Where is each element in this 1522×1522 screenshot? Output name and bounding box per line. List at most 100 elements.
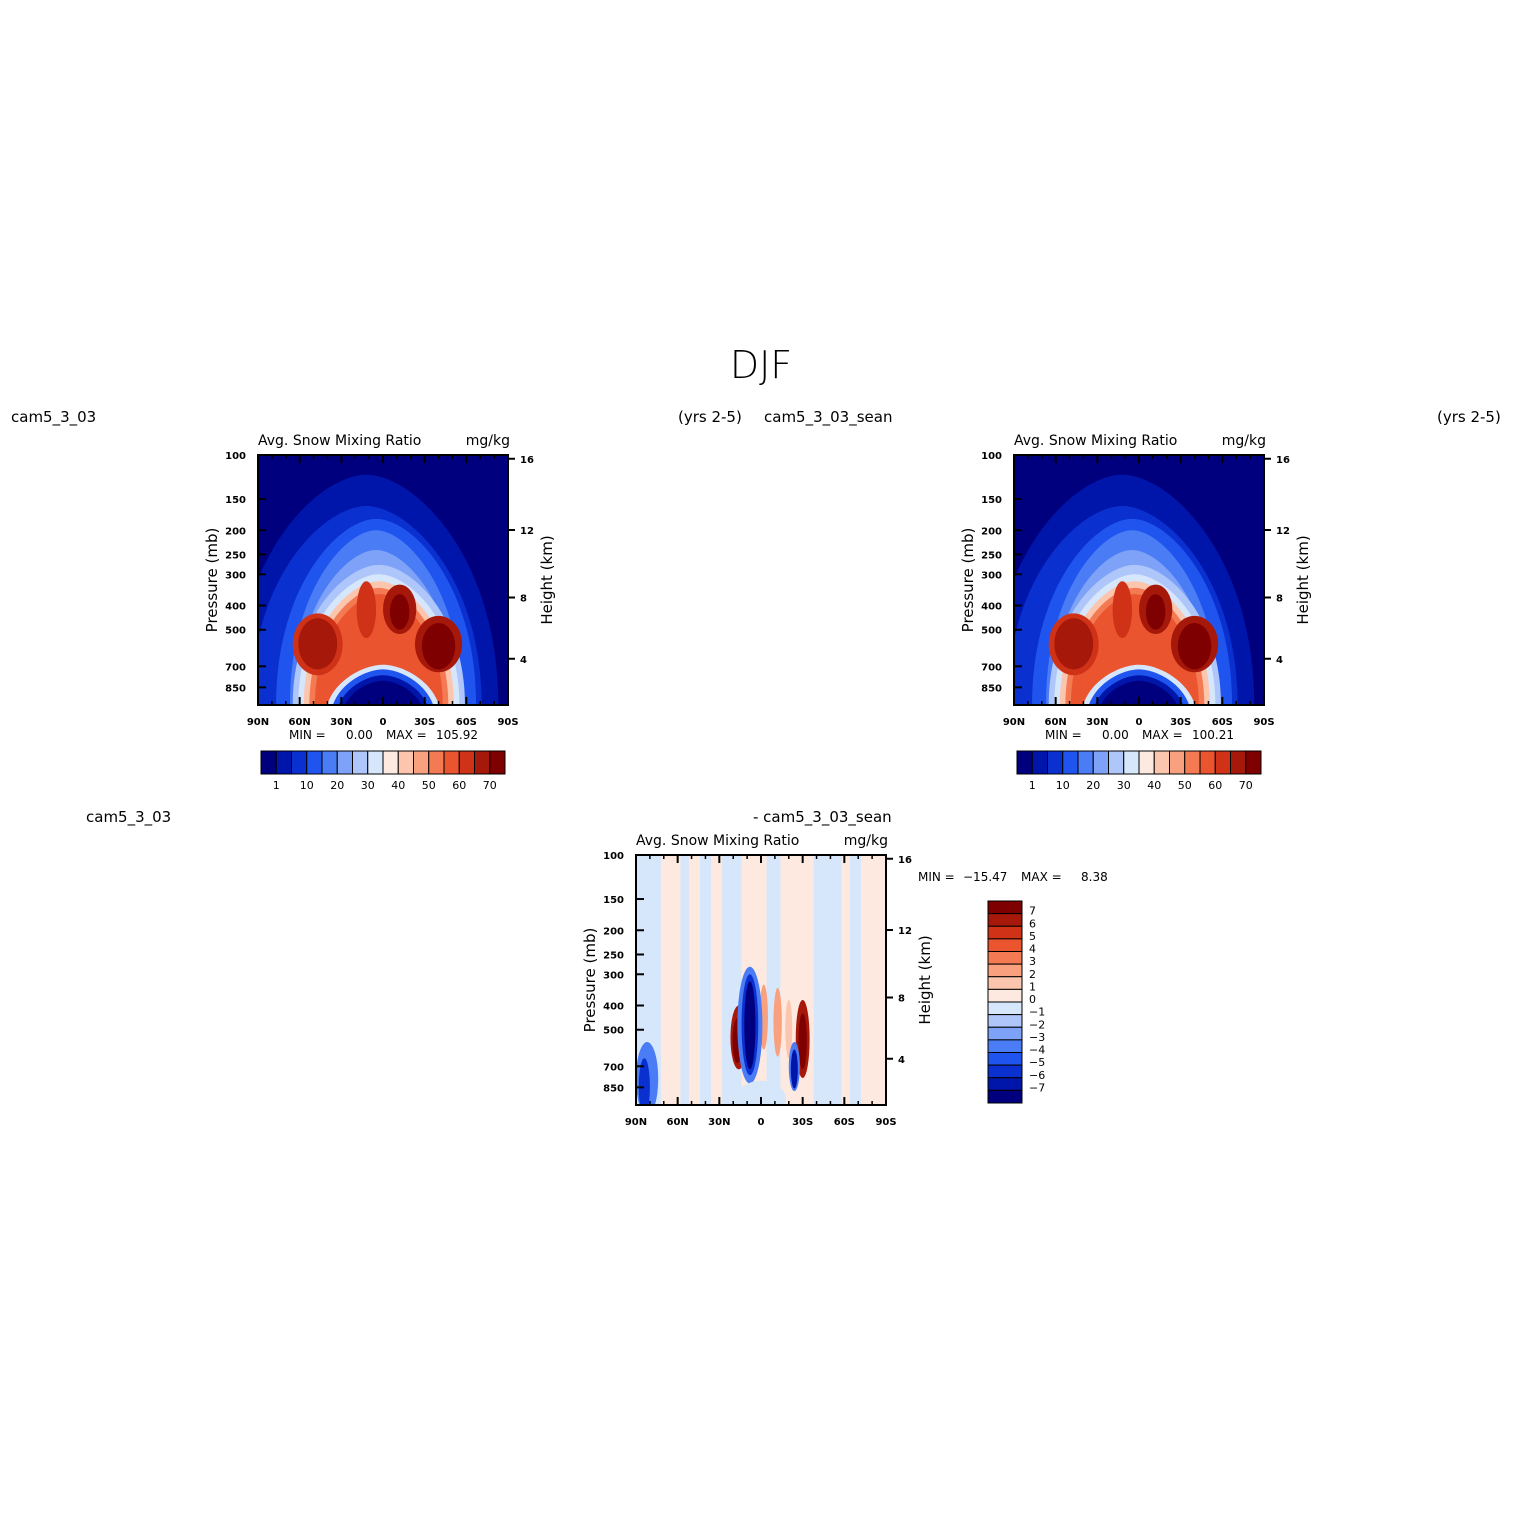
panel-b-xtick-label-5: 60S [1212, 717, 1233, 728]
panel-diff-xtick-label-4: 30S [792, 1117, 813, 1128]
panel-a-colorbar-box-7 [367, 750, 384, 775]
panel-a-min-label: MIN = [289, 728, 326, 742]
panel-diff-colorbar-box-15 [987, 1089, 1023, 1104]
panel-a-contour-tropics-2 [389, 594, 410, 630]
panel-diff-colorbar-label-2: 5 [1029, 930, 1036, 943]
panel-a-colorbar-box-11 [428, 750, 445, 775]
panel-b-xtick-label-1: 60N [1045, 717, 1067, 728]
panel-b-ytick-label-1: 150 [981, 495, 1002, 506]
panel-a-min-value: 0.00 [346, 728, 373, 742]
panel-diff-band-6 [849, 855, 861, 1105]
panel-diff-colorbar-box-13 [987, 1064, 1023, 1079]
panel-b-xtick-label-6: 90S [1253, 717, 1274, 728]
panel-b-contour-nh-2 [1054, 618, 1094, 670]
panel-a-colorbar-box-12 [443, 750, 460, 775]
panel-b-colorbar-box-3 [1062, 750, 1079, 775]
panel-diff-colorbar-box-3 [987, 938, 1023, 952]
panel-b-colorbar-box-11 [1184, 750, 1201, 775]
panel-diff-colorbar-label-12: −5 [1029, 1056, 1045, 1069]
panel-a-colorbar-label-5: 50 [422, 779, 436, 792]
panel-diff-title: Avg. Snow Mixing Ratio [636, 833, 799, 849]
panel-a-htick-label-3: 16 [520, 455, 534, 466]
panel-diff-band-5 [813, 855, 842, 1105]
panel-b: Avg. Snow Mixing Ratio mg/kg1001502002503… [959, 433, 1312, 792]
panel-diff-ytick-label-1: 150 [603, 895, 624, 906]
panel-a-title: Avg. Snow Mixing Ratio [258, 433, 421, 449]
panel-b-colorbar-label-6: 60 [1208, 779, 1222, 792]
panel-diff-colorbar-box-4 [987, 951, 1023, 965]
panel-diff-ytick-label-8: 850 [603, 1083, 624, 1094]
panel-a-htick-label-1: 8 [520, 594, 527, 605]
panel-diff-band-1 [680, 855, 689, 1105]
panel-a-xtick-label-0: 90N [247, 717, 269, 728]
panel-b-colorbar-label-5: 50 [1178, 779, 1192, 792]
panel-diff-min-label: MIN = [918, 870, 955, 884]
panel-b-xtick-label-4: 30S [1170, 717, 1191, 728]
panel-b-colorbar-box-5 [1092, 750, 1109, 775]
panel-b-ylabel: Pressure (mb) [959, 528, 977, 633]
panel-diff-colorbar-label-10: −3 [1029, 1031, 1045, 1044]
panel-b-ytick-label-3: 250 [981, 550, 1002, 561]
panel-a-htick-label-2: 12 [520, 526, 534, 537]
panel-b-min-label: MIN = [1045, 728, 1082, 742]
panel-diff-max-label: MAX = [1021, 870, 1062, 884]
panel-b-colorbar-label-2: 20 [1086, 779, 1100, 792]
panel-diff-field [636, 855, 886, 1105]
panel-diff-xtick-label-1: 60N [667, 1117, 689, 1128]
panel-diff-colorbar-label-0: 7 [1029, 905, 1036, 918]
panel-diff-colorbar-box-1 [987, 913, 1023, 927]
panel-a-ytick-label-4: 300 [225, 570, 246, 581]
panel-diff-surface-layer [736, 1080, 786, 1105]
panel-a-xtick-label-4: 30S [414, 717, 435, 728]
panel-diff-colorbar-box-2 [987, 925, 1023, 940]
panel-b-xtick-label-2: 30N [1086, 717, 1108, 728]
panel-b-htick-label-2: 12 [1276, 526, 1290, 537]
panel-diff-units: mg/kg [844, 833, 888, 849]
panel-b-contour-equator-max [1112, 581, 1133, 639]
panel-b-htick-label-3: 16 [1276, 455, 1290, 466]
diff-case-a: cam5_3_03 [86, 808, 171, 827]
panel-a-colorbar-box-5 [336, 750, 353, 775]
panel-a-field [258, 455, 508, 705]
panel-a-colorbar-label-3: 30 [361, 779, 375, 792]
panel-a-units: mg/kg [466, 433, 510, 449]
panel-a-ytick-label-6: 500 [225, 626, 246, 637]
panel-a-colorbar-box-9 [397, 750, 414, 775]
panel-a-colorbar-box-13 [458, 750, 475, 775]
panel-b-htick-label-1: 8 [1276, 594, 1283, 605]
panel-diff-ylabel-right: Height (km) [916, 935, 934, 1024]
panel-b-field [1014, 455, 1264, 705]
panel-a-colorbar-box-2 [291, 750, 308, 775]
panel-b-colorbar-box-10 [1169, 750, 1186, 775]
panel-b-xtick-label-0: 90N [1003, 717, 1025, 728]
panel-diff-xtick-label-5: 60S [834, 1117, 855, 1128]
panel-diff-colorbar-box-6 [987, 976, 1023, 990]
panel-difference: Avg. Snow Mixing Ratio mg/kg1001502002503… [581, 833, 1108, 1128]
panel-b-xtick-label-3: 0 [1136, 717, 1143, 728]
panel-diff-ytick-label-4: 300 [603, 970, 624, 981]
panel-a-xtick-label-6: 90S [497, 717, 518, 728]
panel-diff-colorbar-label-11: −4 [1029, 1044, 1045, 1057]
panel-b-colorbar-box-2 [1047, 750, 1064, 775]
panel-diff-colorbar-label-1: 6 [1029, 917, 1036, 930]
panel-a-xtick-label-2: 30N [330, 717, 352, 728]
panel-diff-band-4 [766, 855, 781, 1105]
panel-a-colorbar-box-4 [321, 750, 338, 775]
panel-b-colorbar-box-6 [1108, 750, 1125, 775]
panel-diff-neg-anomaly-7 [638, 1058, 650, 1105]
panel-b-contour-sh-2 [1177, 623, 1212, 670]
panel-a-colorbar-box-0 [260, 750, 277, 775]
panel-diff-colorbar-label-5: 2 [1029, 968, 1036, 981]
panel-a-colorbar-label-1: 10 [300, 779, 314, 792]
panel-diff-xtick-label-6: 90S [875, 1117, 896, 1128]
panel-a: Avg. Snow Mixing Ratio mg/kg1001502002503… [203, 433, 556, 792]
panel-b-ylabel-right: Height (km) [1294, 535, 1312, 624]
panel-b-contour-tropics-2 [1145, 594, 1166, 630]
panel-diff-colorbar-label-4: 3 [1029, 955, 1036, 968]
years-label-top-left: (yrs 2-5) [678, 408, 742, 426]
panel-diff-colorbar-label-13: −6 [1029, 1069, 1045, 1082]
panel-b-ytick-label-4: 300 [981, 570, 1002, 581]
panel-b-colorbar-box-9 [1153, 750, 1170, 775]
panel-b-colorbar-box-14 [1230, 750, 1247, 775]
panel-b-colorbar-box-7 [1123, 750, 1140, 775]
